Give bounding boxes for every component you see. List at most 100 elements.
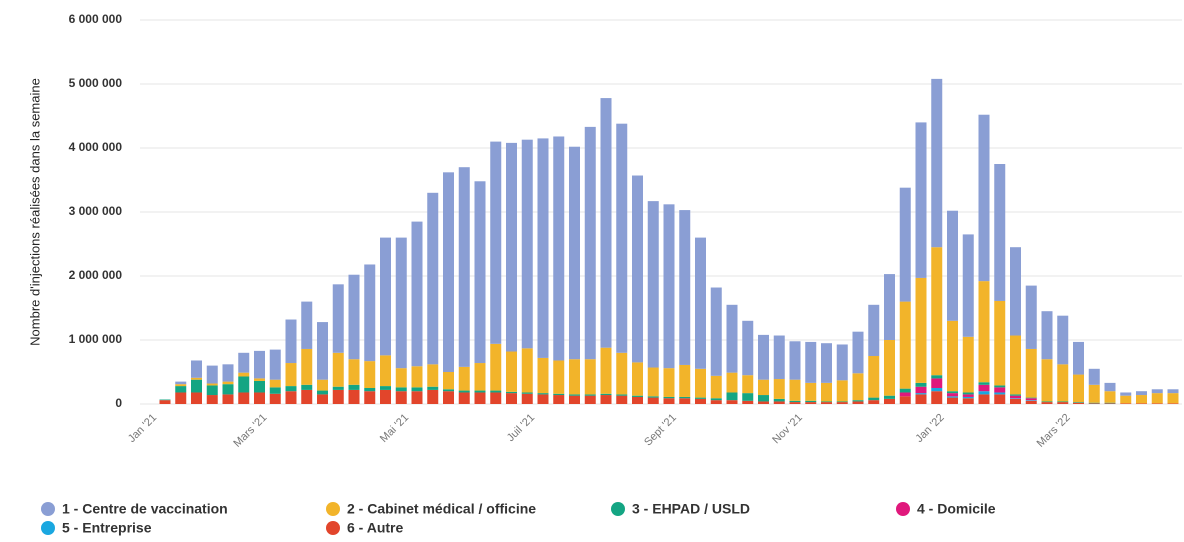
bar-segment: [222, 381, 234, 385]
bar-segment: [1167, 403, 1179, 404]
bar-segment: [521, 139, 533, 349]
legend-marker: [611, 502, 625, 516]
bar-segment: [962, 398, 974, 404]
bar-segment: [789, 341, 801, 380]
bar-segment: [805, 400, 817, 403]
bar-segment: [443, 389, 454, 392]
bar-segment: [931, 378, 943, 388]
bar-segment: [537, 357, 549, 394]
bar-segment: [978, 384, 990, 392]
bar-segment: [852, 331, 864, 374]
y-axis-title: Nombre d'injections réalisées dans la se…: [27, 78, 42, 346]
bar-segment: [805, 402, 817, 404]
bar-segment: [616, 394, 628, 396]
bar-segment: [458, 392, 470, 404]
bar-segment: [301, 301, 313, 349]
bar-segment: [1088, 403, 1100, 404]
bar-segment: [994, 300, 1006, 386]
bar-segment: [443, 172, 454, 372]
bar-segment: [443, 391, 454, 404]
bar-segment: [285, 391, 297, 404]
bar-segment: [899, 388, 911, 393]
legend-label: 3 - EHPAD / USLD: [632, 501, 750, 517]
bar-segment: [994, 164, 1006, 301]
bar-segment: [521, 393, 533, 404]
bar-segment: [348, 389, 360, 404]
bar-segment: [490, 390, 502, 393]
bar-segment: [569, 394, 580, 396]
legend-label: 5 - Entreprise: [62, 520, 152, 536]
bar-segment: [1010, 394, 1021, 396]
bar-segment: [1167, 393, 1179, 404]
bar-segment: [364, 388, 376, 392]
bar-segment: [821, 343, 832, 383]
bar-segment: [600, 98, 612, 348]
bar-segment: [931, 375, 943, 379]
bar-segment: [380, 355, 391, 387]
bar-segment: [537, 138, 549, 358]
bar-segment: [569, 359, 580, 395]
bar-segment: [868, 400, 880, 404]
x-tick-label: Jan '21: [126, 412, 159, 445]
bar-segment: [521, 348, 533, 393]
bar-segment: [726, 304, 738, 373]
bar-segment: [238, 376, 250, 393]
bar-segment: [490, 343, 502, 391]
bar-segment: [695, 368, 706, 398]
bar-segment: [789, 379, 801, 401]
x-tick-label: Sept '21: [642, 412, 679, 449]
bar-segment: [679, 210, 691, 365]
bar-segment: [553, 393, 565, 396]
bar-segment: [1041, 401, 1053, 403]
bar-segment: [317, 322, 328, 380]
x-tick-label: Nov '21: [770, 412, 805, 447]
bar-segment: [884, 395, 895, 399]
bar-segment: [742, 320, 754, 376]
bar-segment: [175, 392, 187, 404]
bar-segment: [395, 368, 407, 388]
bar-segment: [206, 385, 218, 396]
bar-segment: [978, 281, 990, 383]
bar-segment: [821, 382, 832, 402]
bar-segment: [191, 377, 202, 380]
bar-segment: [773, 335, 785, 380]
bar-segment: [1088, 402, 1100, 404]
bar-segment: [506, 393, 517, 404]
bar-segment: [947, 210, 958, 321]
y-tick-label: 2 000 000: [69, 268, 123, 282]
bar-segment: [868, 397, 880, 401]
bar-segment: [317, 390, 328, 395]
bar-segment: [206, 395, 218, 404]
bar-segment: [474, 392, 486, 404]
bar-segment: [1151, 403, 1163, 404]
bar-segment: [474, 390, 486, 393]
bar-segment: [1088, 368, 1100, 385]
bar-segment: [931, 388, 943, 392]
bar-segment: [1073, 374, 1084, 403]
bar-segment: [915, 382, 927, 387]
legend-marker: [326, 502, 340, 516]
bar-segment: [600, 395, 612, 404]
bar-segment: [317, 379, 328, 391]
bar-segment: [962, 392, 974, 395]
bar-segment: [1010, 395, 1021, 399]
bar-segment: [1136, 395, 1147, 404]
bar-segment: [1057, 402, 1069, 404]
bar-segment: [616, 352, 628, 395]
bar-segment: [600, 393, 612, 396]
bar-segment: [474, 181, 486, 364]
bar-segment: [663, 398, 675, 404]
bar-segment: [931, 78, 943, 248]
bar-segment: [411, 366, 423, 388]
bar-segment: [364, 361, 376, 388]
bar-segment: [1073, 402, 1084, 403]
bar-segment: [1025, 397, 1037, 399]
bar-segment: [395, 237, 407, 369]
bar-segment: [758, 379, 769, 396]
bar-segment: [206, 383, 218, 386]
bar-segment: [1088, 384, 1100, 403]
bar-segment: [553, 360, 565, 394]
legend-marker: [41, 502, 55, 516]
bar-segment: [915, 277, 927, 383]
